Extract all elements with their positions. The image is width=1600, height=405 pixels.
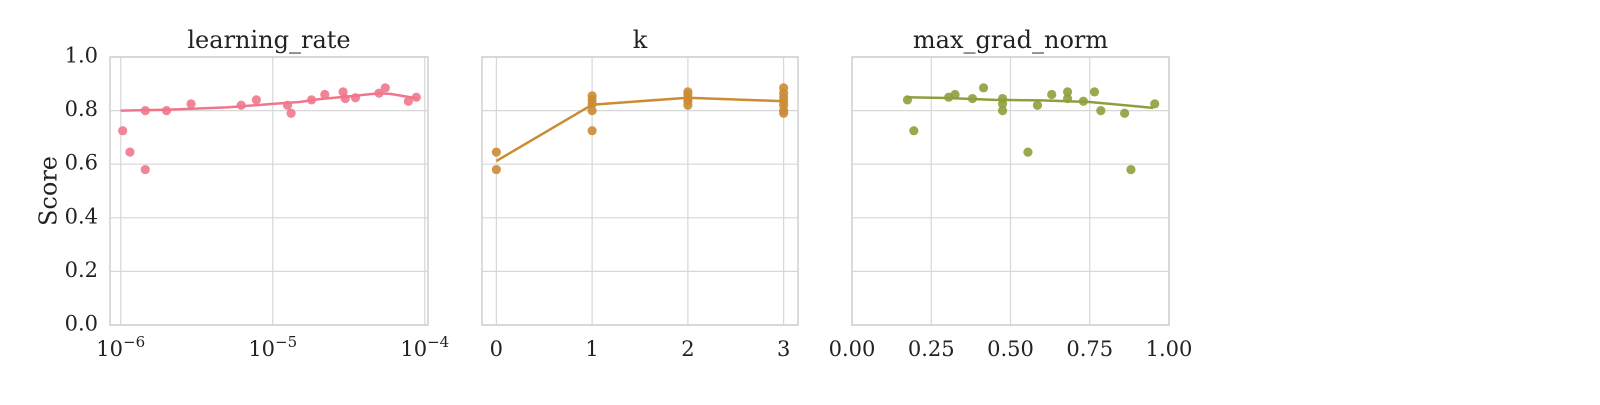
data-point [350,93,361,103]
data-point [491,164,501,175]
data-point [587,99,597,109]
data-point [1150,99,1160,109]
data-point [161,106,172,116]
data-point [403,96,413,106]
data-point [1078,96,1089,106]
data-point [306,95,317,105]
data-point [491,147,501,157]
panel-title: learning_rate [187,26,350,54]
data-point [997,99,1008,109]
panel-max_grad_norm: max_grad_norm 0.00 0.25 0.50 0.75 1.00 [829,26,1193,361]
x-tick-label: 0.00 [829,337,876,361]
panel-learning_rate: learning_rate 0.0 0.2 0.4 0.6 0.8 1.0 10−6 10−5 1… [65,26,450,361]
data-point [1062,93,1073,104]
panel-k: k 0 1 2 3 [481,26,799,361]
data-point [320,89,330,100]
trend-line [905,95,1154,110]
data-point [1126,164,1136,175]
y-tick-label: 0.2 [65,258,98,282]
data-point [902,95,913,105]
data-point [1023,147,1033,157]
data-point [1089,87,1100,97]
data-point [380,83,390,93]
x-tick-label: 1 [585,337,598,361]
y-tick-label: 0.8 [65,97,98,121]
x-tick-label: 1.00 [1146,337,1193,361]
y-axis-label: Score [35,156,63,226]
x-tick-label: 0 [490,337,503,361]
data-point [125,147,135,157]
data-point [282,100,293,110]
x-tick-label: 2 [681,337,694,361]
data-point [374,88,384,98]
data-point [1062,87,1073,97]
data-point [118,126,128,136]
x-tick-label: 10−4 [400,333,449,361]
data-point [683,100,693,110]
data-point [587,126,597,136]
x-tick-label: 10−6 [96,333,145,361]
data-point [1120,108,1130,118]
axes-frame [851,56,1170,326]
data-point [978,83,989,93]
data-point [236,100,246,110]
x-tick-label: 0.25 [908,337,955,361]
data-point [186,99,196,109]
data-point [587,106,597,116]
x-tick-label: 0.50 [987,337,1034,361]
data-point [1047,89,1057,100]
y-tick-label: 0.4 [65,204,98,228]
y-tick-label: 1.0 [65,44,98,68]
data-point [997,106,1008,116]
x-tick-label: 10−5 [248,333,297,361]
axes-frame [481,56,799,326]
data-point [779,108,789,118]
x-tick-label: 0.75 [1066,337,1113,361]
y-tick-label: 0.0 [65,312,98,336]
panel-title: k [633,26,648,54]
x-tick-label: 3 [777,337,790,361]
y-tick-label: 0.6 [65,151,98,175]
data-point [950,89,960,100]
data-point [909,126,919,136]
data-point [1032,100,1043,110]
data-point [340,93,350,104]
panel-title: max_grad_norm [913,26,1108,54]
data-point [140,164,150,175]
data-point [251,95,261,105]
data-point [411,92,421,102]
data-point [967,93,978,104]
data-point [1096,106,1106,116]
data-point [286,108,296,118]
axes-frame [109,56,429,326]
data-point [140,106,150,116]
trend-line [495,96,784,163]
